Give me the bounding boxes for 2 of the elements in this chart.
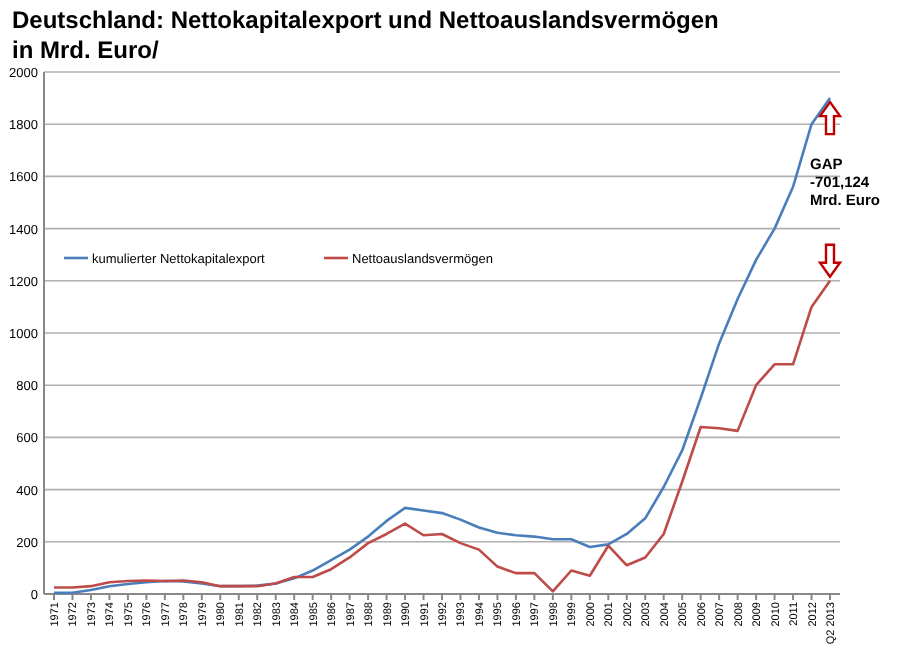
chart-subtitle: in Mrd. Euro/ bbox=[12, 36, 160, 64]
chart-title: Deutschland: Nettokapitalexport und Nettoauslandsvermögen bbox=[12, 6, 719, 34]
